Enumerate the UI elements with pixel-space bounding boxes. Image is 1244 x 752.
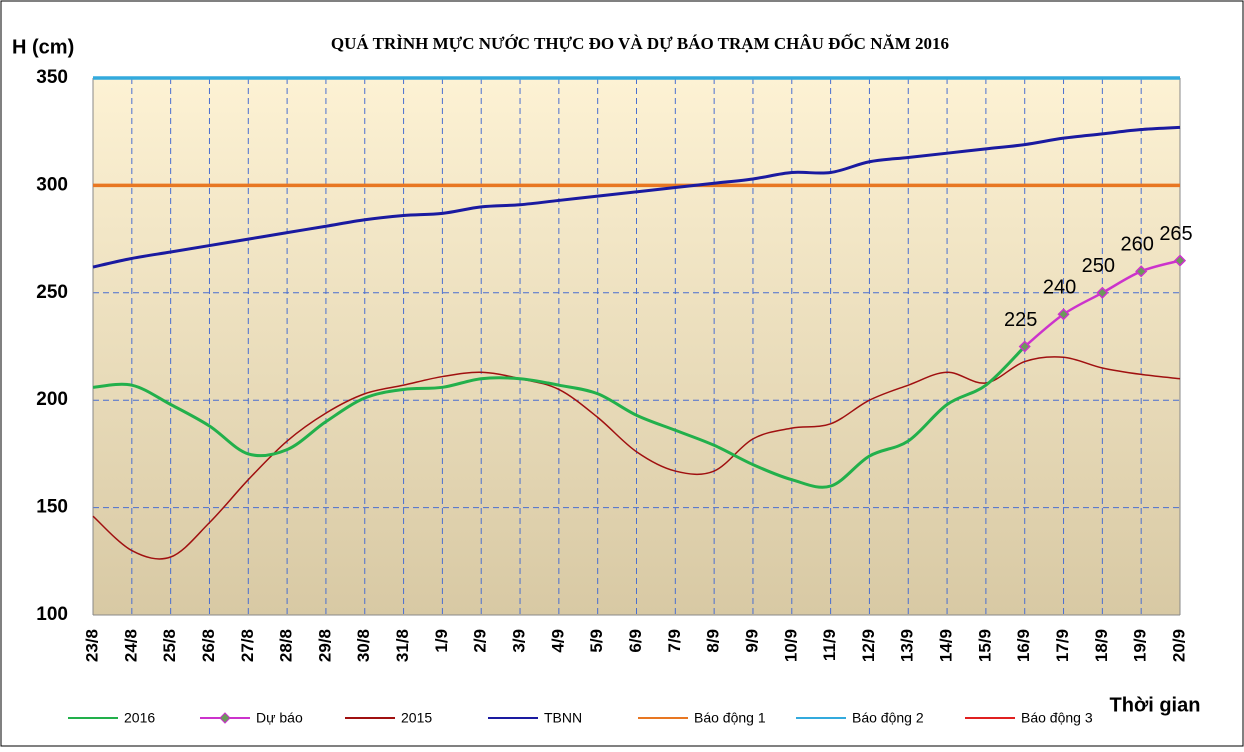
data-label: 250 bbox=[1082, 255, 1115, 277]
data-point bbox=[1173, 254, 1187, 267]
series-line bbox=[92, 356, 1181, 560]
chart-title: QUÁ TRÌNH MỰC NƯỚC THỰC ĐO VÀ DỰ BÁO TRẠ… bbox=[331, 33, 949, 53]
data-label: 260 bbox=[1120, 234, 1153, 256]
y-tick-label: 100 bbox=[36, 604, 68, 625]
x-tick-label: 7/9 bbox=[665, 629, 684, 653]
y-tick-label: 250 bbox=[36, 282, 68, 303]
x-tick-label: 25/8 bbox=[160, 629, 179, 662]
x-tick-label: 3/9 bbox=[510, 629, 529, 653]
data-label: 225 bbox=[1004, 309, 1037, 331]
x-tick-label: 9/9 bbox=[742, 629, 761, 653]
y-tick-label: 300 bbox=[36, 174, 68, 195]
x-tick-label: 2/9 bbox=[471, 629, 490, 653]
x-tick-label: 11/9 bbox=[820, 629, 839, 661]
data-point bbox=[1096, 286, 1109, 299]
x-tick-label: 17/9 bbox=[1053, 629, 1072, 662]
data-point bbox=[1018, 340, 1031, 353]
legend-marker bbox=[219, 712, 231, 724]
x-tick-label: 23/8 bbox=[82, 629, 101, 662]
series-line bbox=[92, 125, 1181, 269]
legend-label: Báo động 3 bbox=[1021, 710, 1093, 726]
legend-label: Dự báo bbox=[256, 710, 303, 726]
x-tick-label: 24/8 bbox=[121, 629, 140, 662]
x-tick-label: 8/9 bbox=[704, 629, 723, 653]
x-tick-label: 16/9 bbox=[1014, 629, 1033, 662]
legend-label: 2016 bbox=[124, 710, 155, 726]
x-tick-label: 26/8 bbox=[199, 629, 218, 662]
legend-label: TBNN bbox=[544, 710, 582, 726]
data-point bbox=[1135, 265, 1148, 278]
x-tick-label: 4/9 bbox=[548, 629, 567, 653]
y-axis-label: H (cm) bbox=[12, 36, 74, 58]
x-tick-label: 12/9 bbox=[859, 629, 878, 662]
x-tick-label: 20/9 bbox=[1169, 629, 1188, 662]
x-tick-label: 31/8 bbox=[393, 629, 412, 662]
legend-label: Báo động 1 bbox=[694, 710, 766, 726]
data-point bbox=[1057, 308, 1070, 321]
x-tick-label: 15/9 bbox=[975, 629, 994, 662]
plot-area bbox=[93, 78, 1180, 615]
data-label: 265 bbox=[1159, 223, 1192, 245]
x-tick-label: 1/9 bbox=[432, 629, 451, 653]
x-tick-label: 29/8 bbox=[315, 629, 334, 662]
x-tick-label: 28/8 bbox=[277, 629, 296, 662]
legend-label: Báo động 2 bbox=[852, 710, 924, 726]
legend-label: 2015 bbox=[401, 710, 432, 726]
x-tick-label: 27/8 bbox=[238, 629, 257, 662]
y-tick-label: 350 bbox=[36, 67, 68, 88]
x-tick-label: 19/9 bbox=[1131, 629, 1150, 662]
x-tick-label: 5/9 bbox=[587, 629, 606, 653]
data-label: 240 bbox=[1043, 277, 1076, 299]
x-tick-label: 14/9 bbox=[937, 629, 956, 662]
x-tick-label: 13/9 bbox=[898, 629, 917, 662]
x-tick-label: 6/9 bbox=[626, 629, 645, 653]
x-tick-label: 30/8 bbox=[354, 629, 373, 662]
series-line bbox=[92, 345, 1026, 489]
x-tick-label: 10/9 bbox=[781, 629, 800, 662]
x-axis-label: Thời gian bbox=[1110, 694, 1201, 716]
y-tick-label: 150 bbox=[36, 497, 68, 518]
y-tick-label: 200 bbox=[36, 389, 68, 410]
x-tick-label: 18/9 bbox=[1092, 629, 1111, 662]
